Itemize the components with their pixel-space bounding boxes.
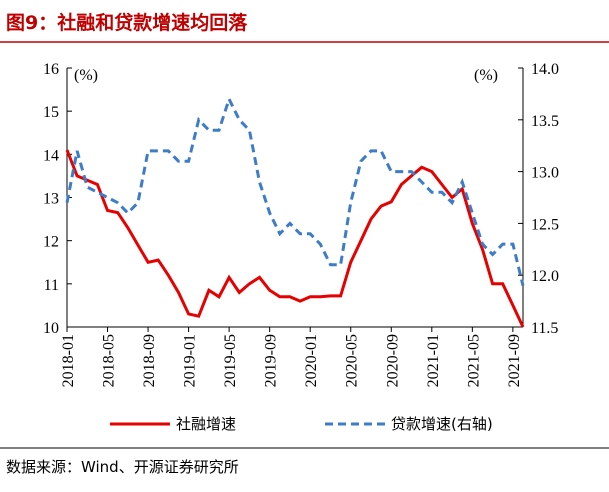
y-unit: (%) (74, 67, 98, 84)
x-tick-label: 2019-01 (182, 334, 199, 387)
y-tick-label: 11 (44, 277, 59, 294)
x-tick-label: 2018-09 (141, 334, 158, 387)
x-tick-label: 2018-05 (101, 334, 118, 387)
y2-tick-label: 13.0 (531, 165, 559, 182)
y2-tick-label: 12.0 (531, 268, 559, 285)
x-tick-label: 2021-09 (506, 334, 523, 387)
x-tick-label: 2021-01 (425, 334, 442, 387)
x-tick-label: 2019-09 (263, 334, 280, 387)
x-tick-label: 2019-05 (222, 334, 239, 387)
y2-tick-label: 12.5 (531, 216, 559, 233)
chart-title: 图9：社融和贷款增速均回落 (6, 11, 248, 34)
x-tick-label: 2020-05 (344, 334, 361, 387)
y-tick-label: 10 (43, 320, 59, 337)
x-tick-label: 2020-01 (303, 334, 320, 387)
x-tick-label: 2018-01 (60, 334, 77, 387)
x-tick-label: 2020-09 (384, 334, 401, 387)
y-tick-label: 13 (43, 191, 59, 208)
legend-label: 社融增速 (176, 415, 236, 433)
y2-tick-label: 11.5 (531, 320, 558, 337)
series-line (65, 95, 525, 286)
y-tick-label: 14 (43, 147, 59, 164)
y2-unit: (%) (474, 67, 498, 84)
y2-tick-label: 13.5 (531, 113, 559, 130)
y-tick-label: 15 (43, 104, 59, 121)
y-tick-label: 16 (43, 61, 59, 78)
y2-tick-label: 14.0 (531, 61, 559, 78)
x-tick-label: 2021-05 (465, 334, 482, 387)
series-line (65, 149, 525, 328)
legend-label: 贷款增速(右轴) (391, 415, 493, 433)
source: 数据来源：Wind、开源证券研究所 (6, 458, 239, 476)
y-tick-label: 12 (43, 234, 59, 251)
